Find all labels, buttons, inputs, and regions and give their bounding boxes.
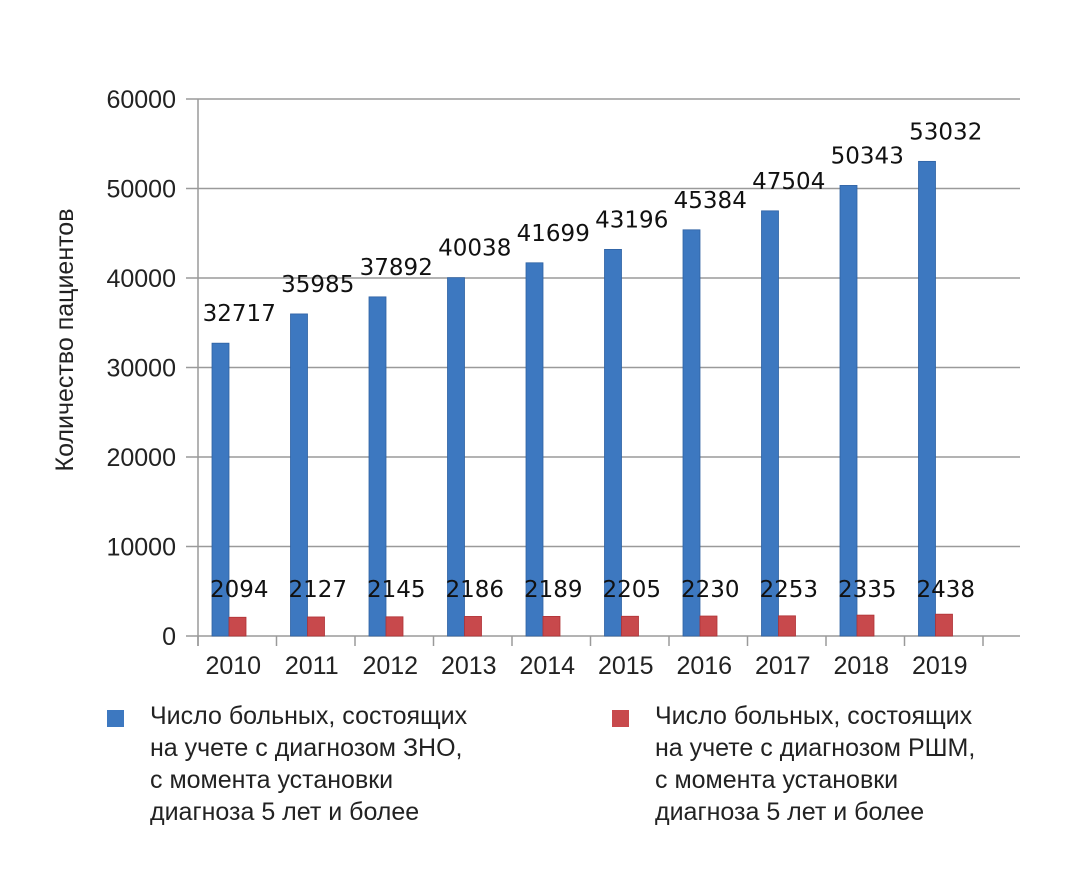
bar-zno <box>447 277 465 637</box>
bar-zno <box>682 229 701 637</box>
bar-rshm <box>228 616 247 637</box>
bar-zno <box>368 296 387 637</box>
data-label-rshm: 2205 <box>602 577 661 603</box>
y-axis-title: Количество пациентов <box>51 209 79 472</box>
bar-rshm <box>464 616 482 637</box>
data-label-rshm: 2094 <box>210 577 269 603</box>
x-tick-label: 2018 <box>833 652 889 680</box>
x-tick-label: 2015 <box>598 652 654 680</box>
y-tick-label: 20000 <box>106 444 176 472</box>
legend-label-rshm: Число больных, состоящих на учете с диаг… <box>655 702 976 826</box>
data-label-zno: 37892 <box>360 255 433 281</box>
data-label-rshm: 2438 <box>916 577 975 603</box>
data-label-zno: 50343 <box>831 143 904 169</box>
data-label-rshm: 2186 <box>445 577 504 603</box>
y-tick-label: 0 <box>162 623 176 651</box>
bar-zno <box>211 342 230 637</box>
data-label-zno: 32717 <box>203 301 276 327</box>
data-label-zno: 35985 <box>281 272 354 298</box>
legend-item-rshm: Число больных, состоящих на учете с диаг… <box>612 700 1075 828</box>
data-label-zno: 45384 <box>674 188 747 214</box>
bar-rshm <box>307 616 325 637</box>
data-label-rshm: 2335 <box>838 577 897 603</box>
bar-zno <box>525 262 544 637</box>
data-label-zno: 41699 <box>517 221 590 247</box>
y-tick-label: 10000 <box>106 534 176 562</box>
bar-zno <box>290 313 308 637</box>
data-label-rshm: 2127 <box>288 577 347 603</box>
x-tick-label: 2012 <box>362 652 418 680</box>
data-label-rshm: 2189 <box>524 577 583 603</box>
x-tick-label: 2011 <box>285 652 339 680</box>
bar-rshm <box>935 613 953 637</box>
x-tick-label: 2017 <box>755 652 811 680</box>
legend-swatch-rshm <box>612 710 629 727</box>
legend-swatch-zno <box>107 710 124 727</box>
bar-rshm <box>621 615 639 637</box>
y-tick-label: 30000 <box>106 355 176 383</box>
y-tick-label: 60000 <box>106 86 176 114</box>
data-label-zno: 53032 <box>909 119 982 145</box>
bar-zno <box>604 248 622 637</box>
data-label-zno: 43196 <box>595 207 668 233</box>
bar-zno <box>839 185 858 637</box>
legend-item-zno: Число больных, состоящих на учете с диаг… <box>107 700 570 828</box>
data-label-zno: 47504 <box>752 169 825 195</box>
x-tick-label: 2019 <box>912 652 968 680</box>
bar-rshm <box>385 616 404 637</box>
x-tick-label: 2016 <box>676 652 732 680</box>
data-label-zno: 40038 <box>438 236 511 262</box>
data-label-rshm: 2230 <box>681 577 740 603</box>
bar-zno <box>918 160 936 637</box>
bar-rshm <box>699 615 718 637</box>
x-tick-label: 2014 <box>519 652 575 680</box>
bar-rshm <box>778 615 796 637</box>
bar-rshm <box>856 614 875 637</box>
legend-label-zno: Число больных, состоящих на учете с диаг… <box>150 702 468 826</box>
y-tick-label: 50000 <box>106 176 176 204</box>
y-tick-label: 40000 <box>106 265 176 293</box>
data-label-rshm: 2145 <box>367 577 426 603</box>
bar-rshm <box>542 616 561 637</box>
data-label-rshm: 2253 <box>759 577 818 603</box>
bar-zno <box>761 210 779 637</box>
x-tick-label: 2010 <box>205 652 261 680</box>
x-tick-label: 2013 <box>441 652 497 680</box>
